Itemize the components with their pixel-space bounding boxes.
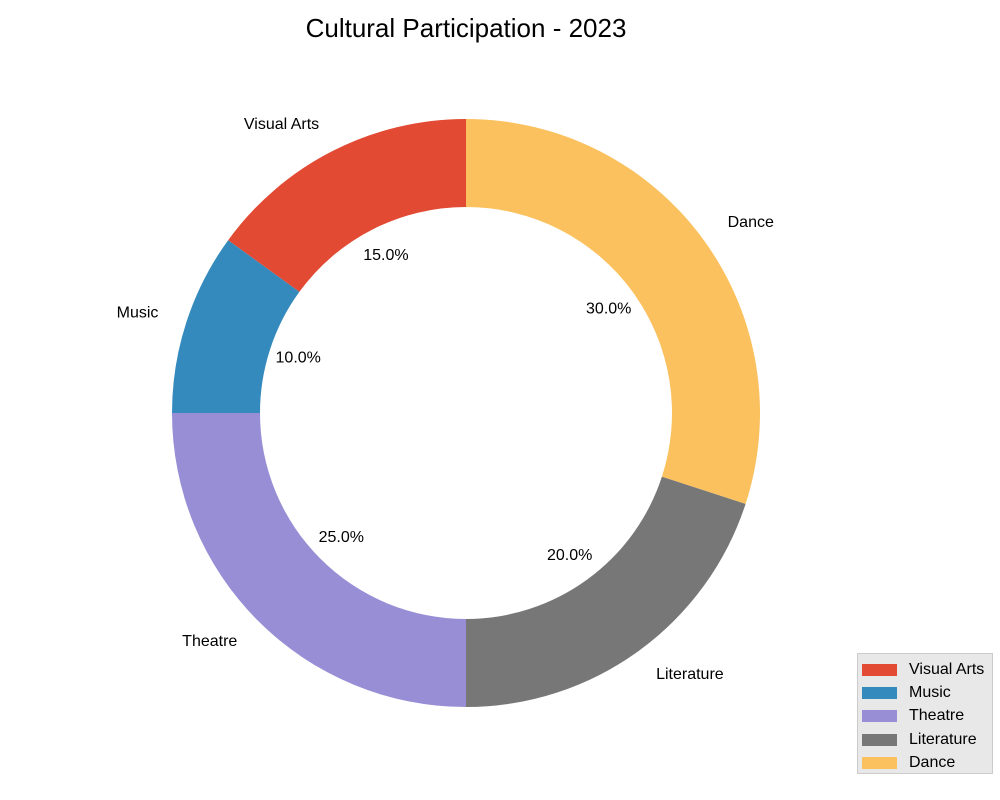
legend-item-visual-arts: Visual Arts: [862, 658, 992, 681]
chart-legend: Visual Arts Music Theatre Literature Dan…: [857, 653, 993, 774]
legend-label: Theatre: [909, 707, 965, 725]
legend-label: Dance: [909, 753, 956, 771]
legend-label: Visual Arts: [909, 660, 985, 678]
legend-swatch: [862, 733, 897, 746]
legend-item-literature: Literature: [862, 728, 992, 751]
legend-swatch: [862, 710, 897, 723]
pct-label-literature: 20.0%: [547, 547, 592, 564]
slice-dance: [466, 119, 760, 504]
legend-swatch: [862, 686, 897, 699]
percentage-labels: 15.0% 10.0% 25.0% 20.0% 30.0%: [276, 247, 632, 564]
legend-swatch: [862, 756, 897, 769]
slice-label-literature: Literature: [656, 666, 724, 683]
donut-slices: [172, 119, 760, 707]
slice-label-music: Music: [117, 304, 159, 321]
pct-label-visual-arts: 15.0%: [363, 247, 408, 264]
slice-label-theatre: Theatre: [182, 633, 237, 650]
legend-item-theatre: Theatre: [862, 705, 992, 728]
legend-item-dance: Dance: [862, 751, 992, 774]
chart-title: Cultural Participation - 2023: [306, 13, 627, 43]
slice-literature: [466, 476, 746, 707]
legend-item-music: Music: [862, 681, 992, 704]
pct-label-dance: 30.0%: [586, 301, 631, 318]
legend-label: Music: [909, 683, 951, 701]
legend-label: Literature: [909, 730, 977, 748]
slice-music: [172, 240, 300, 413]
pct-label-music: 10.0%: [276, 350, 321, 367]
legend-swatch: [862, 663, 897, 676]
slice-label-dance: Dance: [728, 214, 774, 231]
slice-label-visual-arts: Visual Arts: [244, 116, 319, 133]
category-labels: Visual Arts Music Theatre Literature Dance: [117, 116, 774, 683]
pct-label-theatre: 25.0%: [319, 529, 364, 546]
slice-visual-arts: [228, 119, 466, 292]
slice-theatre: [172, 413, 466, 707]
